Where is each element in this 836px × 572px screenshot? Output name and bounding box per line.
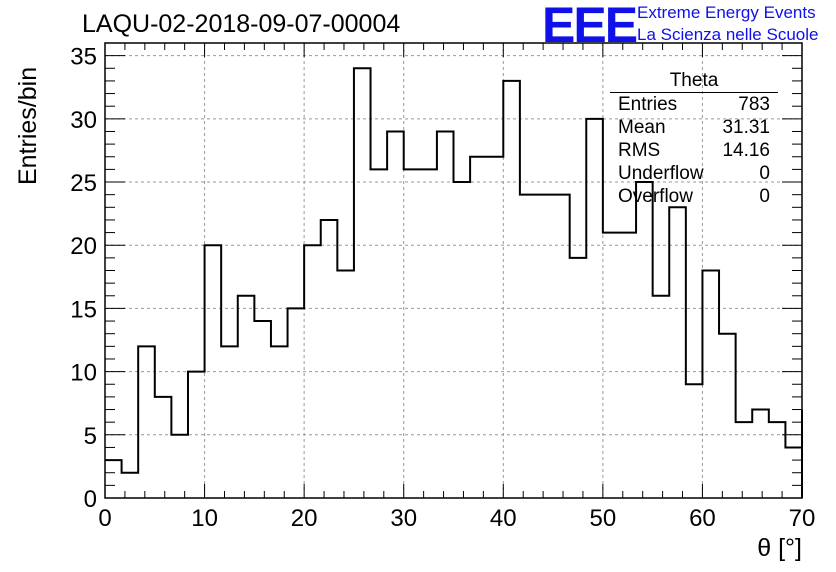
- brand-line-1: Extreme Energy Events: [637, 3, 816, 22]
- y-tick-label: 15: [70, 296, 97, 323]
- y-tick-label: 5: [84, 423, 97, 450]
- eee-logo: EEE: [542, 0, 638, 53]
- stats-label: Overflow: [618, 186, 693, 207]
- chart-title: LAQU-02-2018-09-07-00004: [82, 10, 401, 38]
- stats-row-mean: Mean 31.31: [610, 116, 778, 139]
- y-tick-label: 0: [84, 486, 97, 513]
- y-axis-label: Entries/bin: [14, 66, 42, 185]
- y-tick-label: 35: [70, 44, 97, 71]
- y-tick-label: 20: [70, 233, 97, 260]
- stats-row-entries: Entries 783: [610, 93, 778, 116]
- stats-label: Underflow: [618, 163, 704, 184]
- x-tick-label: 30: [390, 505, 417, 532]
- axis-ticks: [104, 42, 803, 499]
- y-tick-label: 30: [70, 107, 97, 134]
- stats-row-rms: RMS 14.16: [610, 139, 778, 162]
- x-tick-label: 60: [689, 505, 716, 532]
- tick-labels: 0 10 20 30 40 50 60 70 0 5 10 15 20 25 30 35: [70, 44, 815, 532]
- stats-label: Entries: [618, 94, 678, 115]
- stats-row-underflow: Underflow 0: [610, 162, 778, 185]
- x-tick-label: 50: [590, 505, 617, 532]
- stats-label: RMS: [618, 140, 661, 161]
- x-tick-label: 70: [789, 505, 816, 532]
- brand-line-2: La Scienza nelle Scuole: [637, 25, 819, 44]
- histogram-line: [105, 67, 803, 498]
- x-axis-label: θ [°]: [757, 534, 802, 562]
- stats-title: Theta: [610, 70, 778, 93]
- x-tick-label: 10: [191, 505, 218, 532]
- y-axis-label-wrap: Entries/bin: [4, 67, 64, 185]
- stats-label: Mean: [618, 117, 666, 138]
- x-tick-label: 0: [98, 505, 111, 532]
- y-tick-label: 25: [70, 170, 97, 197]
- x-tick-label: 40: [490, 505, 517, 532]
- stats-value: 783: [738, 94, 770, 115]
- plot-frame: [104, 42, 803, 499]
- stats-value: 31.31: [722, 117, 770, 138]
- stats-box: Theta Entries 783 Mean 31.31 RMS 14.16 Unde…: [610, 70, 778, 208]
- stats-row-overflow: Overflow 0: [610, 185, 778, 208]
- x-tick-label: 20: [291, 505, 318, 532]
- stats-value: 0: [759, 163, 770, 184]
- stats-value: 0: [759, 186, 770, 207]
- stats-value: 14.16: [722, 140, 770, 161]
- y-tick-label: 10: [70, 360, 97, 387]
